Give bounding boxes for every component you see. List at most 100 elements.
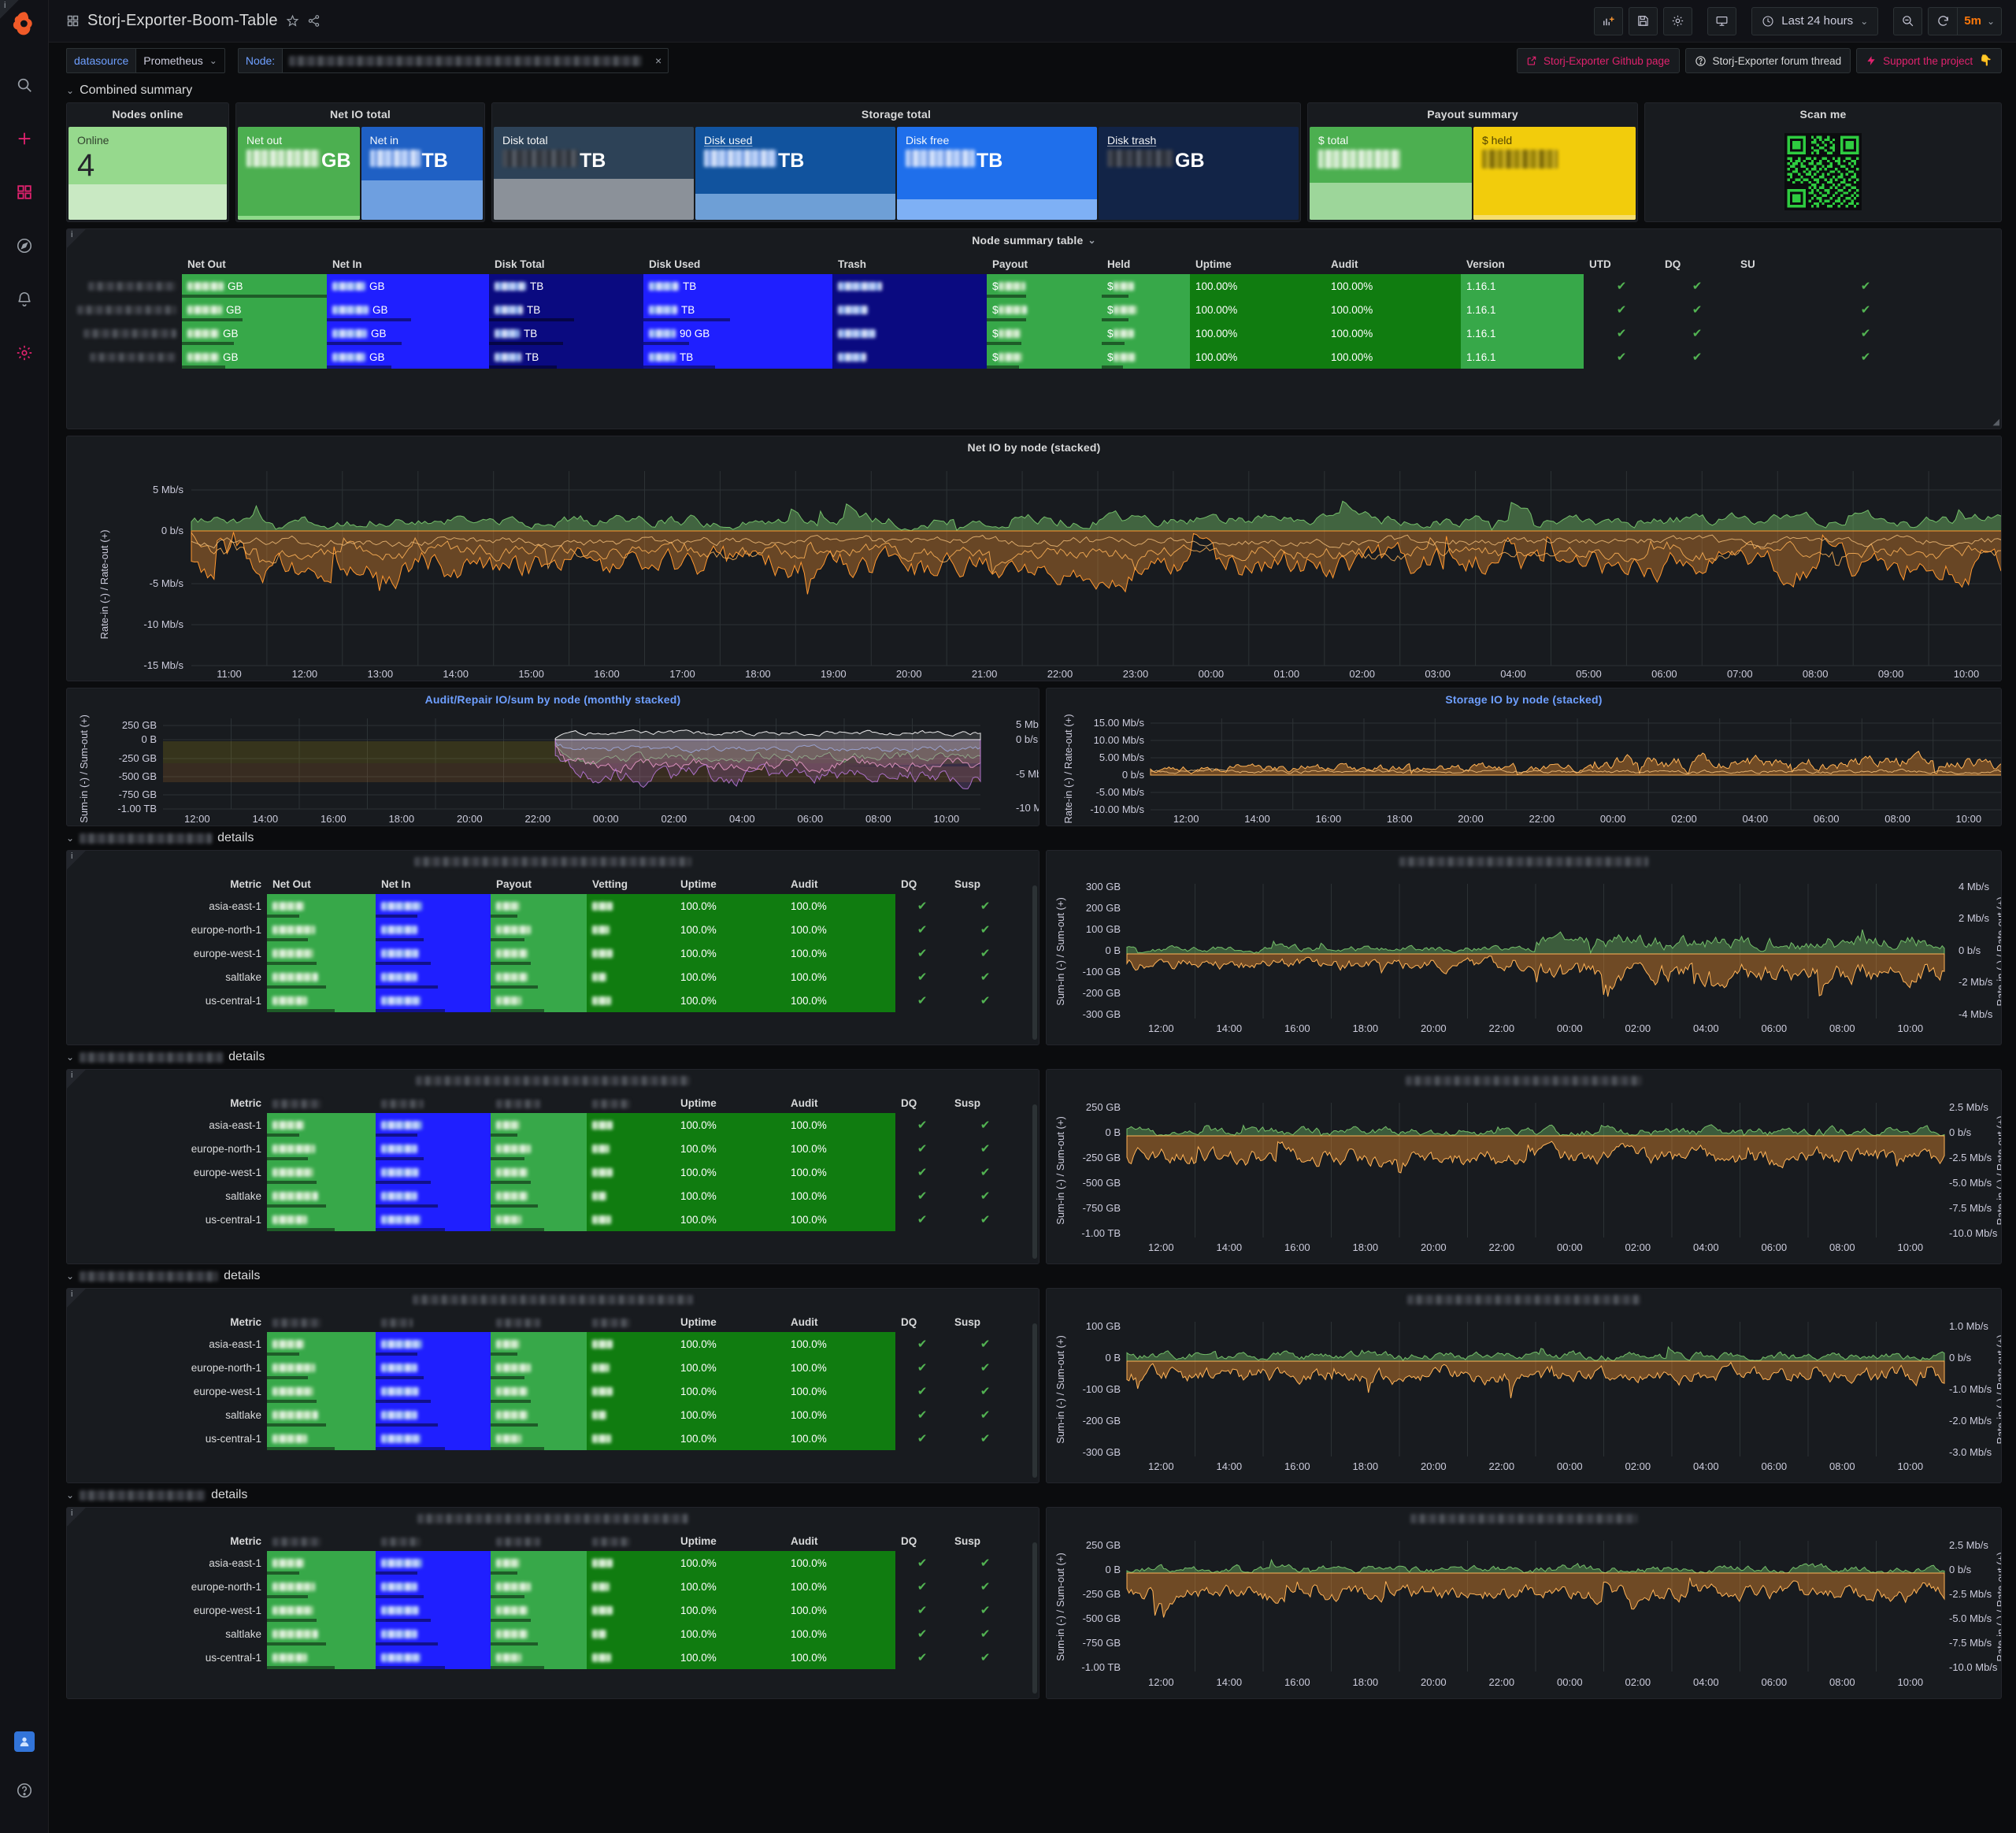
th-metric[interactable]: Metric: [72, 1093, 267, 1113]
panel-description-icon[interactable]: i: [67, 851, 86, 870]
table-row[interactable]: GB GB TB TB $ $ 100.00% 100.00% 1.16.1: [72, 274, 1996, 298]
panel-resize-handle[interactable]: ◢: [1992, 417, 1999, 427]
th-uptime[interactable]: Uptime: [675, 1093, 785, 1113]
th-uptime[interactable]: Uptime: [675, 1312, 785, 1332]
th-dq[interactable]: DQ: [895, 874, 949, 894]
vertical-scrollbar[interactable]: [1032, 1542, 1037, 1694]
th-payout[interactable]: Payout: [491, 874, 587, 894]
th-audit[interactable]: Audit: [1325, 254, 1461, 274]
panel-node-4-table-title[interactable]: [67, 1508, 1039, 1530]
datasource-variable-select[interactable]: Prometheus ⌄: [136, 48, 225, 73]
stat-disk-used[interactable]: Disk used TB: [695, 127, 895, 220]
chart-node-1-io[interactable]: 300 GB 200 GB 100 GB 0 B -100 GB -200 GB…: [1047, 873, 2002, 1045]
stat-net-in[interactable]: Net in TB: [361, 127, 483, 220]
th-payout[interactable]: Payout: [987, 254, 1102, 274]
refresh-interval-picker[interactable]: 5m ⌄: [1957, 6, 2002, 35]
panel-description-icon[interactable]: i: [67, 1289, 86, 1308]
table-row[interactable]: europe-west-1 100.0% 100.0% ✔ ✔: [72, 1598, 1021, 1622]
th-susp[interactable]: Susp: [949, 1093, 1021, 1113]
th-disk-total[interactable]: Disk Total: [489, 254, 643, 274]
stat-payout-total[interactable]: $ total: [1310, 127, 1472, 220]
th-susp[interactable]: Susp: [949, 1312, 1021, 1332]
th-dq[interactable]: DQ: [1659, 254, 1735, 274]
th-net-out[interactable]: [267, 1093, 376, 1113]
compass-icon[interactable]: [7, 228, 42, 263]
panel-node-1-chart-title[interactable]: [1047, 851, 2001, 873]
chart-storage-io-by-node[interactable]: 15.00 Mb/s 10.00 Mb/s 5.00 Mb/s 0 b/s -5…: [1047, 711, 2002, 826]
th-dq[interactable]: DQ: [895, 1312, 949, 1332]
table-row[interactable]: asia-east-1 100.0% 100.0% ✔ ✔: [72, 1332, 1021, 1356]
table-row[interactable]: us-central-1 100.0% 100.0% ✔ ✔: [72, 1427, 1021, 1450]
time-range-picker[interactable]: Last 24 hours ⌄: [1751, 6, 1879, 35]
table-row[interactable]: asia-east-1 100.0% 100.0% ✔ ✔: [72, 894, 1021, 918]
table-row[interactable]: saltlake 100.0% 100.0% ✔ ✔: [72, 1403, 1021, 1427]
th-version[interactable]: Version: [1461, 254, 1584, 274]
th-disk-used[interactable]: Disk Used: [643, 254, 832, 274]
chart-audit-repair-io[interactable]: 250 GB 0 B -250 GB -500 GB -750 GB -1.00…: [67, 711, 1039, 826]
dashboard-settings-button[interactable]: [1663, 6, 1693, 35]
table-row[interactable]: europe-west-1 100.0% 100.0% ✔ ✔: [72, 941, 1021, 965]
panel-description-icon[interactable]: i: [67, 1508, 86, 1527]
chevron-down-icon[interactable]: ⌄: [1088, 235, 1096, 246]
table-row[interactable]: europe-north-1 100.0% 100.0% ✔ ✔: [72, 1137, 1021, 1160]
th-net-in[interactable]: Net In: [327, 254, 489, 274]
link-forum-thread[interactable]: Storj-Exporter forum thread: [1684, 48, 1851, 73]
plus-icon[interactable]: [7, 121, 42, 156]
th-net-out[interactable]: Net Out: [267, 874, 376, 894]
panel-node-3-chart-title[interactable]: [1047, 1289, 2001, 1311]
star-icon[interactable]: [286, 14, 299, 28]
help-icon[interactable]: [7, 1773, 42, 1808]
th-trash[interactable]: Trash: [832, 254, 987, 274]
row-header-node-4-details[interactable]: ⌄ details: [66, 1483, 2002, 1507]
chart-node-4-io[interactable]: 250 GB 0 B -250 GB -500 GB -750 GB -1.00…: [1047, 1530, 2002, 1698]
th-net-in[interactable]: [376, 1093, 491, 1113]
vertical-scrollbar[interactable]: [1032, 1323, 1037, 1478]
stat-disk-free[interactable]: Disk free TB: [897, 127, 1097, 220]
th-audit[interactable]: Audit: [785, 1093, 895, 1113]
refresh-button[interactable]: [1928, 6, 1958, 35]
add-panel-button[interactable]: [1594, 6, 1624, 35]
th-net-in[interactable]: Net In: [376, 874, 491, 894]
panel-description-icon[interactable]: i: [67, 1070, 86, 1089]
table-row[interactable]: asia-east-1 100.0% 100.0% ✔ ✔: [72, 1113, 1021, 1137]
node-variable-select[interactable]: ×: [283, 48, 669, 73]
th-payout[interactable]: [491, 1312, 587, 1332]
th-net-in[interactable]: [376, 1531, 491, 1551]
th-susp[interactable]: Susp: [949, 874, 1021, 894]
stat-disk-total[interactable]: Disk total TB: [494, 127, 694, 220]
table-row[interactable]: saltlake 100.0% 100.0% ✔ ✔: [72, 1622, 1021, 1646]
share-icon[interactable]: [307, 14, 321, 28]
vertical-scrollbar[interactable]: [1032, 885, 1037, 1040]
th-audit[interactable]: Audit: [785, 1312, 895, 1332]
stat-net-out[interactable]: Net out GB: [238, 127, 360, 220]
row-header-node-2-details[interactable]: ⌄ details: [66, 1045, 2002, 1069]
stat-payout-held[interactable]: $ held: [1473, 127, 1636, 220]
th-uptime[interactable]: Uptime: [1190, 254, 1325, 274]
panel-node-summary-table-title[interactable]: Node summary table ⌄: [67, 229, 2001, 251]
th-dq[interactable]: DQ: [895, 1531, 949, 1551]
th-held[interactable]: Held: [1102, 254, 1190, 274]
zoom-out-button[interactable]: [1893, 6, 1923, 35]
panel-description-icon[interactable]: i: [67, 229, 86, 248]
table-row[interactable]: us-central-1 100.0% 100.0% ✔ ✔: [72, 1646, 1021, 1669]
table-row[interactable]: europe-north-1 100.0% 100.0% ✔ ✔: [72, 1356, 1021, 1379]
table-row[interactable]: europe-north-1 100.0% 100.0% ✔ ✔: [72, 1575, 1021, 1598]
row-header-node-1-details[interactable]: ⌄ details: [66, 826, 2002, 850]
chart-node-2-io[interactable]: 250 GB 0 B -250 GB -500 GB -750 GB -1.00…: [1047, 1092, 2002, 1263]
tv-mode-button[interactable]: [1707, 6, 1737, 35]
th-audit[interactable]: Audit: [785, 874, 895, 894]
th-net-out[interactable]: [267, 1312, 376, 1332]
table-row[interactable]: asia-east-1 100.0% 100.0% ✔ ✔: [72, 1551, 1021, 1575]
th-vetting[interactable]: Vetting: [587, 874, 675, 894]
table-row[interactable]: us-central-1 100.0% 100.0% ✔ ✔: [72, 1208, 1021, 1231]
row-header-node-3-details[interactable]: ⌄ details: [66, 1264, 2002, 1288]
panel-net-io-by-node-title[interactable]: Net IO by node (stacked): [967, 441, 1101, 454]
table-row[interactable]: GB GB TB 90 GB $ $ 100.00% 100.00% 1.16.…: [72, 321, 1996, 345]
th-vetting[interactable]: [587, 1093, 675, 1113]
th-metric[interactable]: Metric: [72, 1312, 267, 1332]
link-github-page[interactable]: Storj-Exporter Github page: [1516, 48, 1680, 73]
table-row[interactable]: GB GB TB TB $ $ 100.00% 100.00% 1.16.1: [72, 298, 1996, 321]
bell-icon[interactable]: [7, 282, 42, 317]
stat-disk-trash[interactable]: Disk trash GB: [1099, 127, 1299, 220]
th-net-out[interactable]: Net Out: [182, 254, 327, 274]
